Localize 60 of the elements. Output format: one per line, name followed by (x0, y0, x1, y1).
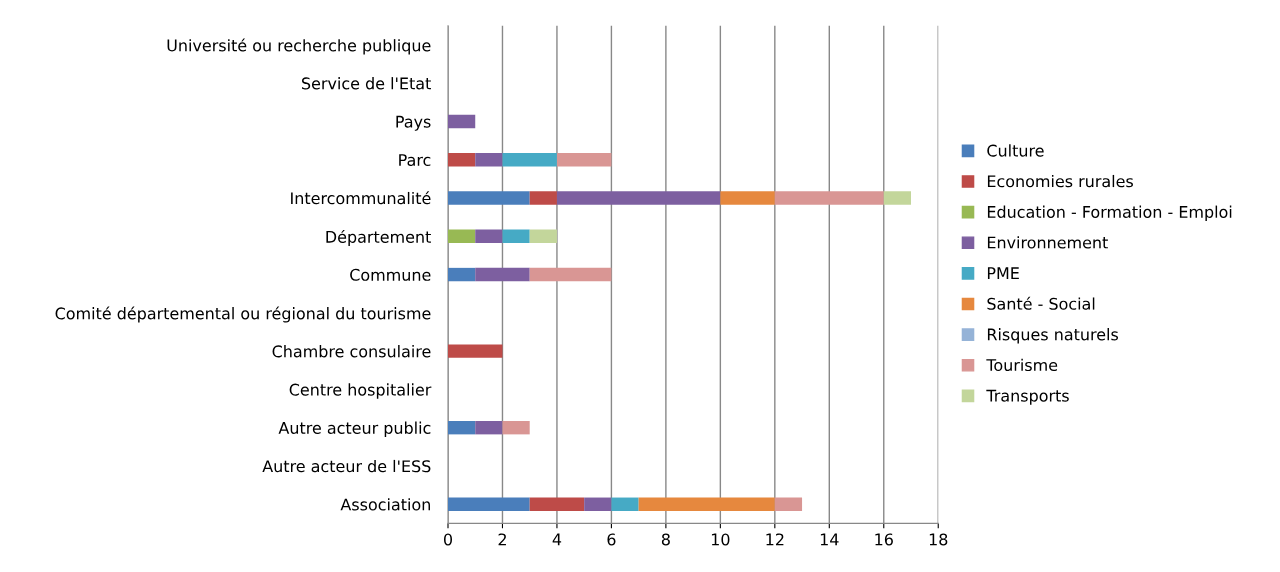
bar (584, 497, 612, 511)
x-tick-label: 14 (820, 533, 839, 546)
y-tick-label: Autre acteur public (278, 421, 431, 438)
bar (638, 497, 775, 511)
legend-label: Economies rurales (987, 174, 1133, 188)
bar (529, 191, 557, 205)
bar (448, 114, 476, 129)
y-tick-label: Parc (399, 154, 431, 167)
bar (448, 153, 476, 167)
legend-label: Tourisme (986, 358, 1058, 372)
bar (529, 267, 612, 282)
bar (556, 191, 721, 205)
y-tick-label: Commune (350, 268, 431, 281)
bar (883, 191, 911, 205)
x-tick-label: 6 (607, 533, 616, 546)
bar (529, 497, 585, 511)
bar (529, 229, 557, 243)
bar (774, 191, 884, 205)
x-tick-label: 10 (711, 533, 730, 546)
bar (475, 229, 503, 243)
y-tick-label: Association (340, 498, 430, 511)
y-tick-label: Chambre consulaire (272, 345, 431, 358)
bar (448, 497, 530, 511)
y-tick-label: Université ou recherche publique (167, 38, 431, 55)
bar (502, 229, 530, 243)
bar (475, 153, 503, 167)
y-tick-label: Centre hospitalier (289, 383, 432, 399)
legend-label: Risques naturels (987, 328, 1119, 344)
x-tick-label: 4 (552, 533, 562, 546)
bar (475, 267, 530, 282)
bar (720, 191, 775, 205)
x-tick-label: 8 (661, 533, 670, 546)
legend-label: Environnement (987, 236, 1108, 249)
bar (611, 497, 639, 511)
x-tick-label: 18 (929, 533, 948, 546)
legend-label: Culture (987, 144, 1044, 157)
legend-label: Education - Formation - Emploi (987, 205, 1232, 222)
bar (556, 153, 612, 167)
y-tick-label: Pays (396, 115, 431, 131)
y-tick-label: Service de l'Etat (302, 77, 431, 90)
bar (448, 420, 476, 435)
bar (448, 344, 503, 358)
bar (774, 497, 803, 511)
y-tick-label: Département (326, 229, 431, 246)
bar (502, 153, 557, 167)
bar (448, 229, 476, 243)
bar (448, 191, 530, 205)
y-tick-label: Intercommunalité (291, 191, 431, 205)
bar (475, 420, 503, 435)
legend-label: Santé - Social (987, 296, 1095, 310)
x-tick-label: 16 (875, 533, 893, 546)
bar (502, 420, 530, 435)
legend-label: PME (987, 267, 1019, 279)
x-tick-label: 2 (498, 533, 506, 546)
y-tick-label: Comité départemental ou régional du tourisme (55, 306, 431, 323)
x-tick-label: 0 (443, 533, 453, 546)
bar (448, 267, 476, 282)
y-tick-label: Autre acteur de l'ESS (262, 459, 431, 473)
x-tick-label: 12 (766, 533, 784, 546)
legend-label: Transports (986, 389, 1069, 405)
